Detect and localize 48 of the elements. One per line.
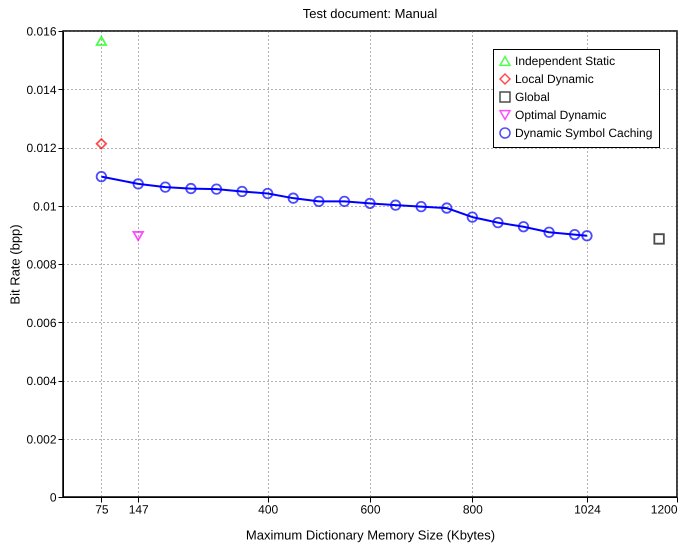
y-tick-label: 0.014 — [26, 82, 57, 97]
point — [288, 192, 299, 204]
y-tick-label: 0.016 — [26, 24, 57, 38]
point — [185, 182, 197, 194]
x-tick-label: 400 — [258, 502, 278, 516]
x-axis-title: Maximum Dictionary Memory Size (Kbytes) — [246, 528, 496, 542]
legend-label: Independent Static — [515, 54, 616, 68]
x-tick-label: 1200 — [650, 502, 678, 516]
point — [210, 184, 222, 195]
y-axis-title: Bit Rate (bpp) — [7, 224, 22, 305]
point — [416, 200, 427, 212]
legend-label: Local Dynamic — [515, 72, 594, 86]
point — [492, 217, 504, 228]
legend-label: Global — [515, 90, 550, 104]
point — [132, 178, 144, 190]
point — [543, 226, 555, 238]
y-tick-label: 0.008 — [26, 258, 57, 272]
point — [390, 200, 402, 211]
x-tick-label: 1024 — [574, 502, 602, 516]
point — [96, 170, 108, 182]
point — [364, 198, 376, 210]
y-tick-label: 0.006 — [26, 316, 57, 330]
point — [338, 196, 350, 208]
chart-title: Test document: Manual — [302, 6, 438, 21]
point — [96, 138, 108, 150]
point — [160, 181, 171, 193]
point — [653, 233, 665, 245]
y-tick-label: 0.002 — [26, 432, 57, 446]
x-tick-label: 147 — [128, 502, 150, 516]
y-tick-label: 0.012 — [26, 141, 57, 155]
y-tick-label: 0.004 — [26, 374, 57, 388]
point — [569, 228, 580, 240]
point — [466, 211, 478, 223]
point — [441, 202, 452, 214]
x-tick-label: 600 — [360, 502, 381, 516]
point — [96, 36, 108, 46]
x-tick-label: 75 — [95, 502, 109, 516]
y-tick-label: 0 — [50, 490, 57, 504]
legend-label: Dynamic Symbol Caching — [515, 126, 652, 140]
legend-label: Optimal Dynamic — [515, 108, 606, 122]
x-tick-label: 800 — [462, 502, 484, 516]
point — [581, 230, 593, 242]
point — [262, 188, 274, 200]
y-tick-label: 0.01 — [33, 199, 57, 214]
point — [132, 231, 144, 242]
point — [313, 196, 324, 208]
point — [518, 221, 530, 232]
point — [236, 186, 248, 198]
